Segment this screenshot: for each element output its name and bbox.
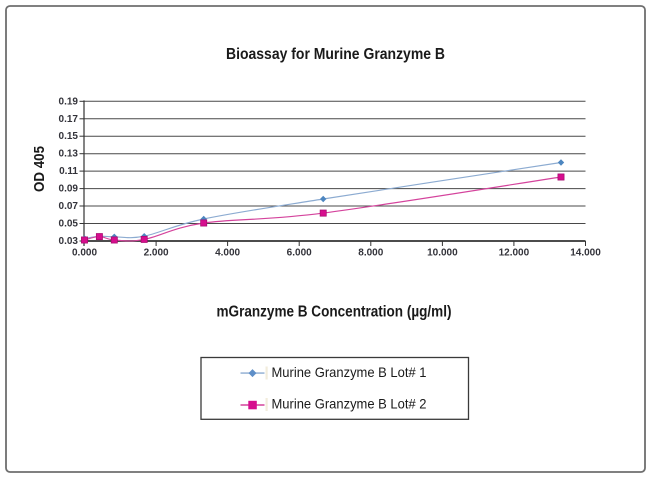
svg-text:mGranzyme B Concentration (µg/: mGranzyme B Concentration (µg/ml) — [217, 304, 452, 321]
svg-text:8.000: 8.000 — [358, 248, 383, 259]
svg-text:12.000: 12.000 — [499, 248, 530, 259]
svg-text:0.03: 0.03 — [59, 236, 79, 247]
svg-text:0.000: 0.000 — [72, 248, 97, 259]
svg-text:0.15: 0.15 — [59, 131, 79, 142]
svg-text:14.000: 14.000 — [570, 248, 601, 259]
svg-text:Murine Granzyme B Lot# 1: Murine Granzyme B Lot# 1 — [272, 364, 427, 380]
svg-text:2.000: 2.000 — [144, 248, 169, 259]
svg-text:0.19: 0.19 — [59, 96, 79, 107]
svg-text:0.13: 0.13 — [59, 149, 79, 160]
svg-text:OD 405: OD 405 — [32, 146, 48, 192]
svg-text:0.17: 0.17 — [59, 114, 79, 125]
svg-text:4.000: 4.000 — [215, 248, 240, 259]
svg-text:Murine Granzyme B Lot# 2: Murine Granzyme B Lot# 2 — [272, 396, 427, 412]
svg-text:0.05: 0.05 — [59, 219, 79, 230]
svg-text:0.09: 0.09 — [59, 184, 79, 195]
svg-text:10.000: 10.000 — [427, 248, 458, 259]
svg-text:0.11: 0.11 — [59, 166, 78, 177]
svg-text:6.000: 6.000 — [287, 248, 312, 259]
svg-text:0.07: 0.07 — [59, 201, 79, 212]
svg-text:Bioassay for Murine Granzyme B: Bioassay for Murine Granzyme B — [226, 46, 445, 63]
